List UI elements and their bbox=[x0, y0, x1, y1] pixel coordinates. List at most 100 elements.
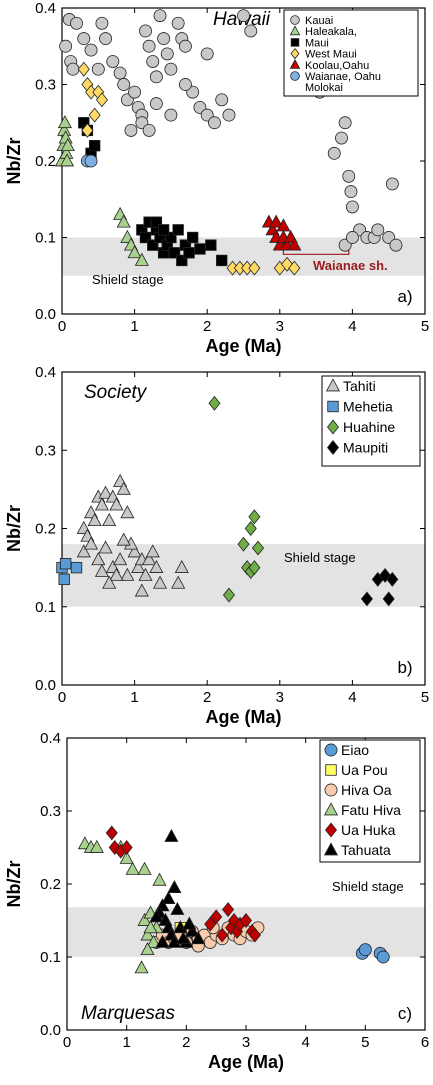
legend-label: West Maui bbox=[305, 49, 357, 61]
data-point bbox=[150, 216, 163, 228]
data-point bbox=[149, 97, 163, 111]
data-point bbox=[252, 540, 265, 556]
data-point bbox=[149, 559, 164, 573]
chart-panel-3: 0.0 0.1 0.2 0.3 0.4 0 1 2 3 4 5 6 Age (Ma) Nb/Zr Marqu… bbox=[4, 730, 429, 1072]
data-point bbox=[116, 481, 131, 495]
legend-box bbox=[283, 9, 419, 97]
data-point bbox=[149, 909, 164, 923]
waianae-annotation: Waianae sh. bbox=[313, 258, 388, 273]
data-point bbox=[222, 587, 235, 603]
data-point bbox=[109, 497, 124, 511]
legend-marker bbox=[290, 71, 300, 81]
legend-marker bbox=[324, 743, 338, 757]
legend-marker bbox=[324, 822, 338, 838]
data-point bbox=[157, 224, 170, 236]
data-point bbox=[288, 260, 301, 276]
data-point bbox=[113, 66, 127, 80]
data-point bbox=[338, 116, 352, 130]
data-point bbox=[152, 872, 167, 886]
data-point bbox=[171, 575, 186, 589]
data-point bbox=[215, 93, 229, 107]
data-point bbox=[116, 532, 131, 546]
data-point bbox=[81, 122, 94, 138]
x-tick-label: 4 bbox=[348, 689, 356, 706]
data-point bbox=[60, 153, 75, 167]
data-point bbox=[147, 239, 159, 251]
legend-marker bbox=[326, 440, 340, 455]
y-tick-label: 0.0 bbox=[35, 306, 56, 323]
legend-label: Maupiti bbox=[343, 440, 388, 456]
series-eiao bbox=[355, 943, 390, 964]
data-point bbox=[327, 146, 341, 160]
legend-label: Eiao bbox=[341, 742, 369, 758]
data-point bbox=[248, 260, 261, 276]
data-point bbox=[170, 901, 185, 915]
x-tick-label: 3 bbox=[242, 1034, 250, 1051]
data-point bbox=[120, 567, 135, 581]
data-point bbox=[269, 214, 284, 228]
data-point bbox=[98, 485, 113, 499]
x-tick-label: 2 bbox=[203, 318, 211, 335]
legend-marker bbox=[327, 400, 339, 413]
series-maupiti bbox=[360, 567, 399, 607]
data-point bbox=[208, 395, 221, 411]
legend-marker bbox=[290, 15, 300, 25]
data-point bbox=[140, 942, 155, 956]
data-point bbox=[182, 916, 197, 930]
x-tick-label: 6 bbox=[421, 1034, 429, 1051]
data-point bbox=[58, 573, 70, 586]
legend-label: Waianae, Oahu bbox=[305, 71, 381, 83]
data-point bbox=[153, 9, 167, 23]
legend-label: Koolau,Oahu bbox=[305, 60, 369, 72]
data-point bbox=[127, 245, 142, 259]
data-point bbox=[149, 70, 163, 84]
data-point bbox=[91, 552, 106, 566]
legend-label: Tahiti bbox=[343, 378, 376, 394]
legend-marker bbox=[290, 38, 300, 47]
data-point bbox=[66, 62, 80, 76]
data-point bbox=[146, 934, 161, 948]
series-west-maui bbox=[77, 61, 301, 276]
data-point bbox=[84, 43, 98, 57]
y-tick-label: 0.0 bbox=[35, 677, 56, 694]
data-point bbox=[342, 169, 356, 183]
data-point bbox=[102, 513, 117, 527]
data-point bbox=[140, 927, 155, 941]
data-point bbox=[70, 561, 83, 574]
data-point bbox=[125, 861, 140, 875]
data-point bbox=[183, 247, 195, 259]
legend-marker bbox=[323, 802, 339, 816]
data-point bbox=[194, 243, 206, 255]
data-point bbox=[128, 85, 142, 99]
shield-stage-label: Shield stage bbox=[284, 550, 356, 565]
data-point bbox=[248, 927, 261, 943]
data-point bbox=[237, 536, 250, 552]
x-tick-label: 1 bbox=[130, 689, 138, 706]
x-axis-label: Age (Ma) bbox=[206, 707, 282, 727]
data-point bbox=[176, 254, 188, 267]
series-maui bbox=[78, 117, 228, 267]
data-point bbox=[171, 16, 185, 30]
data-point bbox=[244, 521, 257, 536]
x-tick-label: 5 bbox=[421, 689, 429, 706]
legend-marker bbox=[324, 783, 338, 797]
data-point bbox=[160, 47, 174, 61]
x-tick-label: 4 bbox=[301, 1034, 309, 1051]
x-tick-label: 0 bbox=[63, 1034, 71, 1051]
data-point bbox=[59, 39, 73, 53]
y-tick-label: 0.2 bbox=[40, 876, 61, 893]
x-tick-label: 3 bbox=[276, 689, 284, 706]
data-point bbox=[382, 591, 395, 607]
data-point bbox=[228, 913, 241, 928]
legend: Eiao Ua Pou Hiva Oa Fatu Hiva Ua Huka Tahuata bbox=[319, 739, 421, 863]
data-point bbox=[191, 931, 206, 945]
legend-label: Molokai bbox=[305, 82, 343, 94]
chart-title: Society bbox=[84, 382, 148, 403]
data-point bbox=[145, 544, 160, 558]
data-point bbox=[376, 950, 390, 964]
legend-marker bbox=[326, 419, 340, 435]
data-point bbox=[157, 32, 171, 46]
data-point bbox=[161, 890, 176, 904]
